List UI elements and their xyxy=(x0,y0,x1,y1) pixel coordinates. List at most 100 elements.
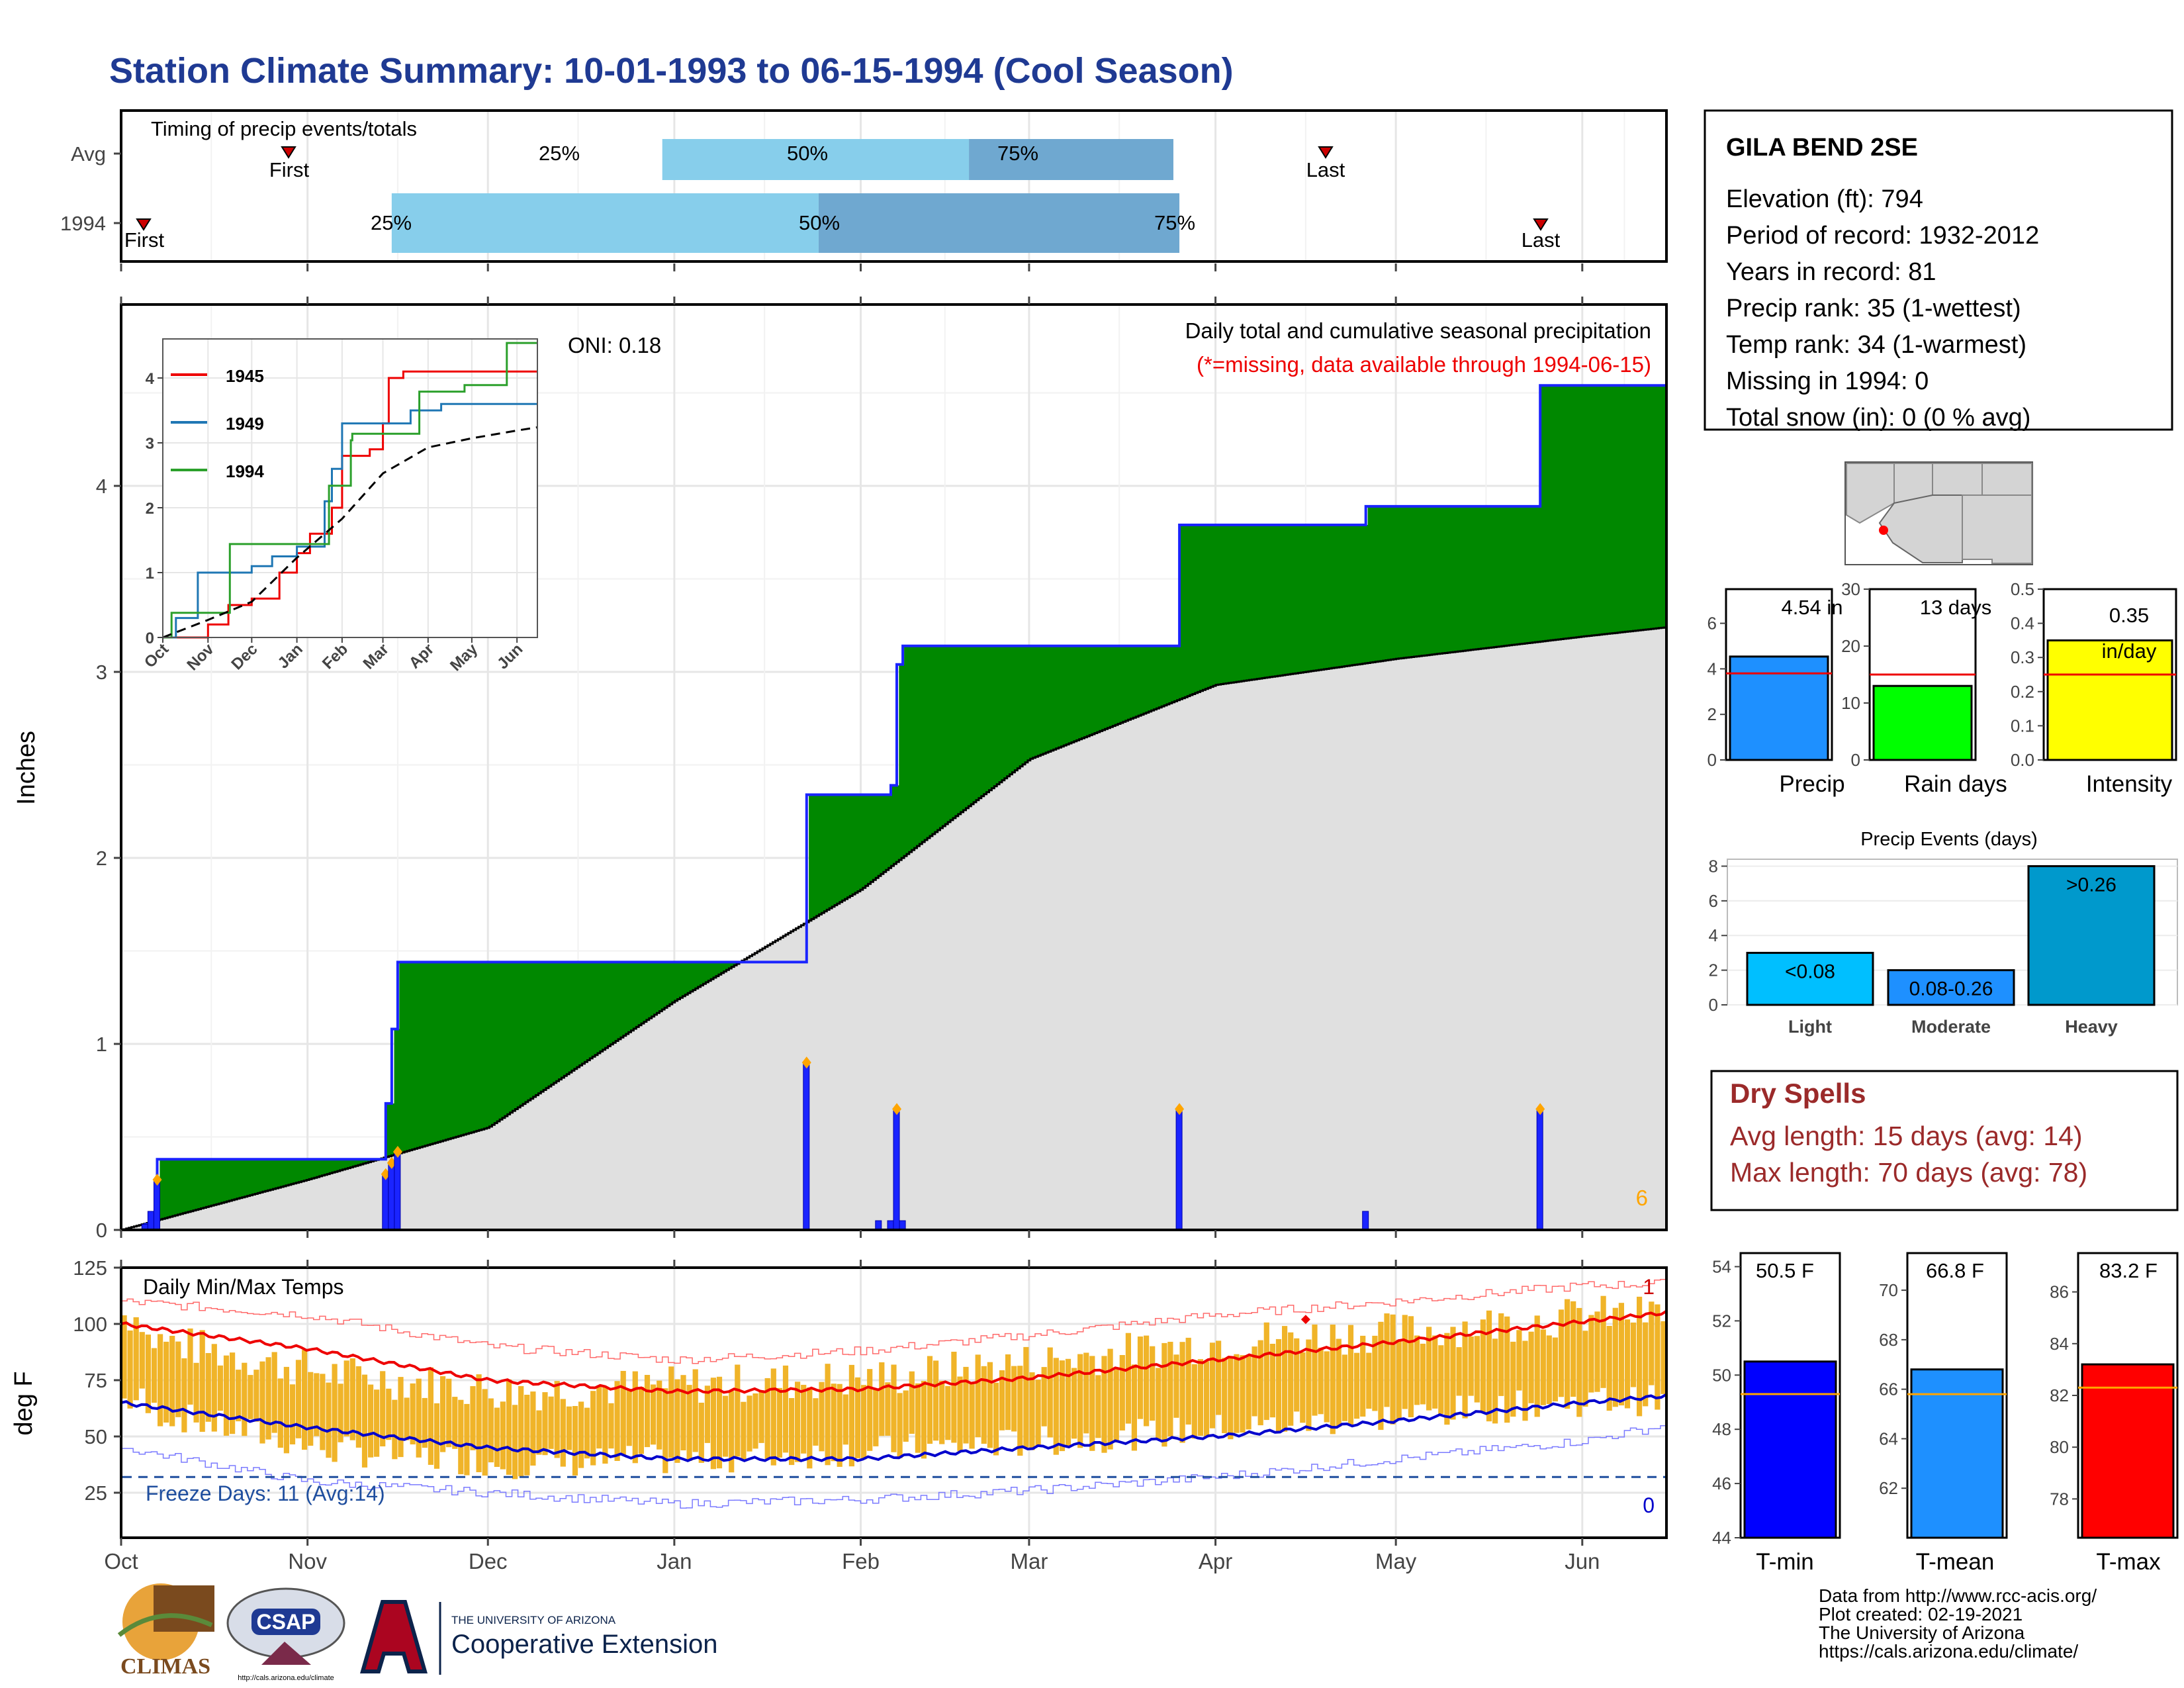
surplus-fill xyxy=(453,962,457,1138)
summary-bar-charts: 0 2 4 6 0 10 20 30 0.0 0.1 0.2 0.3 0.4 0.5 4.54 in Pre… xyxy=(1707,579,2177,797)
surplus-fill xyxy=(360,1159,364,1164)
intensity-unit-label: in/day xyxy=(2102,639,2157,663)
daily-temp-bar xyxy=(1156,1368,1161,1440)
daily-temp-bar xyxy=(1251,1346,1257,1417)
timing-panel: Timing of precip events/totals Avg 1994 … xyxy=(60,109,1668,263)
surplus-fill xyxy=(1043,645,1046,754)
surplus-fill xyxy=(1522,506,1525,644)
inset-ytick-label: 1 xyxy=(146,565,154,583)
daily-temp-bar xyxy=(506,1379,512,1475)
surplus-fill xyxy=(613,962,616,1043)
daily-temp-bar xyxy=(638,1387,644,1454)
daily-temp-bar xyxy=(782,1365,789,1453)
daily-temp-bar xyxy=(987,1362,993,1448)
surplus-fill xyxy=(1653,385,1657,629)
daily-temp-bar xyxy=(374,1389,380,1457)
surplus-fill xyxy=(1488,506,1492,648)
daily-temp-bar xyxy=(1486,1310,1492,1422)
daily-temp-bar xyxy=(289,1384,296,1444)
daily-temp-bar xyxy=(572,1406,578,1476)
daily-temp-bar xyxy=(764,1378,770,1459)
daily-temp-bar xyxy=(380,1371,386,1446)
surplus-fill xyxy=(963,645,967,810)
avg-last-marker xyxy=(1318,146,1334,159)
surplus-fill xyxy=(1627,385,1631,632)
daily-temp-bar xyxy=(1041,1367,1047,1427)
daily-temp-bar xyxy=(1528,1331,1534,1403)
daily-temp-bar xyxy=(271,1352,277,1433)
inset-series-1945 xyxy=(163,370,537,639)
surplus-fill xyxy=(932,645,936,834)
surplus-fill xyxy=(914,645,918,849)
daily-temp-bar xyxy=(332,1364,338,1462)
surplus-fill xyxy=(1025,645,1028,763)
footer-credits: Data from http://www.rcc-acis.org/ Plot … xyxy=(1819,1585,2097,1662)
surplus-fill xyxy=(226,1159,230,1201)
surplus-fill xyxy=(365,1159,369,1163)
surplus-fill xyxy=(504,962,508,1117)
surplus-fill xyxy=(633,962,637,1029)
daily-temp-bar xyxy=(1612,1307,1618,1407)
daily-temp-bar xyxy=(277,1378,283,1448)
surplus-fill xyxy=(1473,506,1477,650)
daily-temp-bar xyxy=(837,1383,842,1467)
surplus-fill xyxy=(1398,506,1402,659)
surplus-fill xyxy=(677,962,681,1000)
events-ytick-label: 6 xyxy=(1709,891,1718,911)
surplus-fill xyxy=(1648,385,1652,630)
map-state-co xyxy=(1981,463,2032,496)
daily-temp-bar xyxy=(945,1385,951,1440)
daily-temp-bar xyxy=(626,1389,632,1446)
events-ytick-label: 4 xyxy=(1709,925,1718,945)
surplus-fill xyxy=(1362,525,1366,664)
daily-temp-bar xyxy=(470,1386,476,1450)
daily-temp-bar xyxy=(939,1380,945,1444)
surplus-fill xyxy=(682,962,686,996)
surplus-fill xyxy=(950,645,954,820)
daily-temp-bar xyxy=(253,1370,259,1422)
surplus-fill xyxy=(978,645,982,798)
daily-temp-bar xyxy=(1649,1301,1655,1385)
surplus-fill xyxy=(1476,506,1479,649)
summary-bar-ytick-label: 10 xyxy=(1841,693,1860,713)
temp-bar xyxy=(1743,1360,1837,1539)
surplus-fill xyxy=(1197,525,1201,692)
precip-bar-chart: 4.54 in Precip xyxy=(1779,596,1844,797)
daily-temp-bar xyxy=(566,1406,572,1450)
heavy-event-marker xyxy=(387,1156,396,1169)
daily-temp-bar xyxy=(969,1383,975,1449)
surplus-fill xyxy=(644,962,647,1022)
surplus-fill xyxy=(1027,645,1031,761)
normal-min-line xyxy=(120,1393,1668,1462)
surplus-fill xyxy=(1032,645,1036,758)
daily-temp-bar xyxy=(1113,1370,1119,1443)
events-ytick-label: 8 xyxy=(1709,856,1718,876)
daily-temp-bar xyxy=(873,1389,879,1446)
daily-temp-bar xyxy=(1240,1355,1246,1433)
daily-temp-bar xyxy=(199,1330,205,1432)
daily-temp-bar xyxy=(1095,1375,1101,1438)
surplus-fill xyxy=(698,962,702,987)
surplus-fill xyxy=(474,962,477,1132)
surplus-fill xyxy=(252,1159,256,1195)
surplus-fill xyxy=(1367,506,1371,663)
surplus-fill xyxy=(835,794,838,906)
surplus-fill xyxy=(1514,506,1518,645)
surplus-fill xyxy=(1038,645,1042,756)
surplus-fill xyxy=(445,962,449,1140)
surplus-fill xyxy=(1079,645,1083,739)
surplus-fill xyxy=(1396,506,1400,659)
surplus-fill xyxy=(183,1159,187,1213)
surplus-fill xyxy=(1553,385,1557,640)
surplus-fill xyxy=(615,962,619,1041)
daily-temp-bar xyxy=(1083,1352,1089,1434)
daily-temp-bar xyxy=(686,1385,692,1461)
surplus-fill xyxy=(1259,525,1263,679)
surplus-fill xyxy=(172,1159,176,1216)
daily-temp-bar xyxy=(933,1360,939,1441)
surplus-fill xyxy=(598,962,601,1054)
daily-temp-bar xyxy=(747,1395,752,1452)
temp-xtick-label: Nov xyxy=(288,1549,327,1573)
summary-bar-ytick-label: 0 xyxy=(1707,750,1717,770)
